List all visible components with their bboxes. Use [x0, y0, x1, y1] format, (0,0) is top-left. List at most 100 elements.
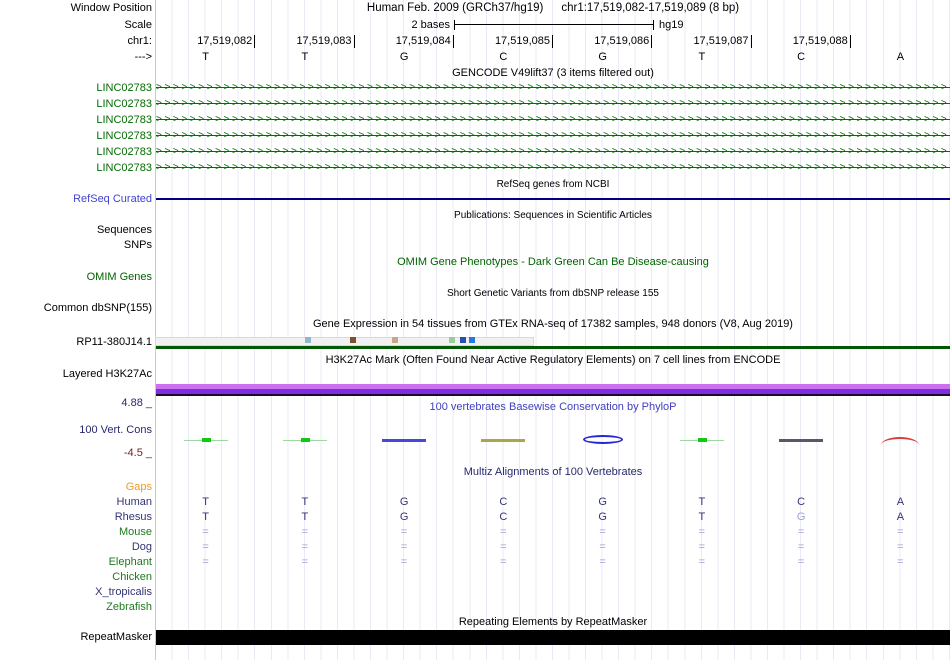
alignment-cell: = [797, 526, 805, 538]
species-label-dog[interactable]: Dog [131, 541, 152, 553]
gtex-track-title[interactable]: Gene Expression in 54 tissues from GTEx … [313, 318, 793, 330]
gene-transcript-arrows[interactable]: >>>>>>>>>>>>>>>>>>>>>>>>>>>>>>>>>>>>>>>>… [156, 131, 950, 141]
ruler-base: G [598, 51, 607, 63]
ruler-coordinate: 17,519,087 [693, 35, 752, 48]
conservation-mark-arc [881, 437, 920, 446]
window-position-header: Human Feb. 2009 (GRCh37/hg19) chr1:17,519… [156, 2, 950, 15]
gtex-tissue-tick [305, 337, 311, 343]
scale-bar [454, 20, 654, 30]
dbsnp-track-title[interactable]: Short Genetic Variants from dbSNP releas… [447, 288, 659, 299]
dbsnp-label[interactable]: Common dbSNP(155) [43, 302, 152, 314]
gene-label[interactable]: LINC02783 [96, 98, 152, 110]
ruler-coordinate: 17,519,086 [594, 35, 653, 48]
species-label-x_tropicalis[interactable]: X_tropicalis [95, 586, 152, 598]
strand-direction-label[interactable]: ---> [134, 51, 152, 63]
chrom-label: chr1: [127, 35, 152, 47]
gtex-tissue-tick [392, 337, 398, 343]
conservation-mark-dot [300, 438, 310, 442]
repeatmasker-track-title[interactable]: Repeating Elements by RepeatMasker [458, 616, 648, 628]
conservation-min-label: -4.5 _ [123, 447, 152, 459]
h3k27ac-layered-bar[interactable] [156, 384, 950, 396]
gene-transcript-arrows[interactable]: >>>>>>>>>>>>>>>>>>>>>>>>>>>>>>>>>>>>>>>>… [156, 147, 950, 157]
alignment-cell: = [599, 526, 606, 538]
ruler-base: T [202, 51, 209, 63]
refseq-curated-gene-line[interactable] [156, 198, 950, 200]
alignment-cell: T [698, 511, 706, 523]
alignment-cell: T [301, 496, 309, 508]
alignment-cell: = [400, 541, 408, 553]
gtex-gene-line[interactable] [156, 346, 950, 349]
alignment-cell: T [202, 511, 209, 523]
alignment-cell: A [896, 511, 905, 523]
species-label-human[interactable]: Human [116, 496, 152, 508]
omim-track-title[interactable]: OMIM Gene Phenotypes - Dark Green Can Be… [397, 256, 709, 268]
gene-label[interactable]: LINC02783 [96, 82, 152, 94]
conservation-mark-bar [779, 439, 824, 442]
repeatmasker-bar[interactable] [156, 630, 950, 645]
sequences-label[interactable]: Sequences [96, 224, 152, 236]
alignment-cell: G [796, 511, 806, 523]
conservation-label[interactable]: 100 Vert. Cons [79, 424, 152, 436]
alignment-cell: T [202, 496, 209, 508]
alignment-cell: = [301, 526, 309, 538]
gene-label[interactable]: LINC02783 [96, 146, 152, 158]
alignment-cell: = [897, 541, 904, 553]
alignment-cell: G [598, 496, 607, 508]
omim-genes-label[interactable]: OMIM Genes [86, 271, 152, 283]
conservation-mark-bar [382, 439, 427, 442]
assembly-title: Human Feb. 2009 (GRCh37/hg19) [366, 2, 544, 14]
h3k27ac-label[interactable]: Layered H3K27Ac [62, 368, 152, 380]
gtex-tissue-tick [460, 337, 466, 343]
conservation-mark-ellipse [582, 435, 623, 444]
refseq-track-title[interactable]: RefSeq genes from NCBI [496, 179, 610, 190]
multiz-track-title[interactable]: Multiz Alignments of 100 Vertebrates [463, 466, 643, 478]
window-position-label: Window Position [70, 2, 152, 14]
ruler-coordinate: 17,519,083 [296, 35, 355, 48]
conservation-track-title[interactable]: 100 vertebrates Basewise Conservation by… [429, 401, 677, 413]
conservation-mark-dot [697, 438, 707, 442]
scale-value: 2 bases [411, 19, 450, 31]
alignment-cell: = [301, 541, 309, 553]
scale-label: Scale [124, 19, 152, 31]
species-label-rhesus[interactable]: Rhesus [114, 511, 152, 523]
multiz-gaps-label[interactable]: Gaps [125, 481, 152, 493]
publications-track-title[interactable]: Publications: Sequences in Scientific Ar… [454, 210, 652, 221]
ruler-base: T [301, 51, 309, 63]
h3k27ac-track-title[interactable]: H3K27Ac Mark (Often Found Near Active Re… [325, 354, 781, 366]
alignment-cell: = [698, 541, 706, 553]
gene-label[interactable]: LINC02783 [96, 130, 152, 142]
alignment-cell: = [301, 556, 309, 568]
species-label-elephant[interactable]: Elephant [108, 556, 152, 568]
gene-label[interactable]: LINC02783 [96, 114, 152, 126]
base-position-gridlines [156, 0, 950, 660]
repeatmasker-label[interactable]: RepeatMasker [80, 631, 152, 643]
alignment-cell: = [202, 541, 209, 553]
alignment-cell: T [301, 511, 309, 523]
gene-transcript-arrows[interactable]: >>>>>>>>>>>>>>>>>>>>>>>>>>>>>>>>>>>>>>>>… [156, 115, 950, 125]
gtex-expression-bar[interactable] [155, 337, 534, 346]
gene-label[interactable]: LINC02783 [96, 162, 152, 174]
scale-assembly-label: hg19 [659, 19, 684, 31]
gencode-track-title[interactable]: GENCODE V49lift37 (3 items filtered out) [452, 67, 654, 79]
species-label-mouse[interactable]: Mouse [118, 526, 152, 538]
species-label-zebrafish[interactable]: Zebrafish [106, 601, 152, 613]
alignment-cell: = [599, 541, 606, 553]
alignment-cell: = [897, 526, 904, 538]
gene-transcript-arrows[interactable]: >>>>>>>>>>>>>>>>>>>>>>>>>>>>>>>>>>>>>>>>… [156, 163, 950, 173]
species-label-chicken[interactable]: Chicken [112, 571, 152, 583]
gtex-gene-label[interactable]: RP11-380J14.1 [76, 336, 152, 348]
gene-transcript-arrows[interactable]: >>>>>>>>>>>>>>>>>>>>>>>>>>>>>>>>>>>>>>>>… [156, 99, 950, 109]
ruler-coordinate: 17,519,088 [793, 35, 851, 48]
alignment-cell: G [598, 511, 607, 523]
conservation-max-label: 4.88 _ [121, 397, 152, 409]
snps-label[interactable]: SNPs [123, 239, 152, 251]
alignment-cell: G [399, 511, 409, 523]
alignment-cell: = [599, 556, 606, 568]
ruler-coordinate: 17,519,084 [396, 35, 454, 48]
position-title: chr1:17,519,082-17,519,089 (8 bp) [561, 2, 740, 14]
gtex-tissue-tick [449, 337, 455, 343]
gene-transcript-arrows[interactable]: >>>>>>>>>>>>>>>>>>>>>>>>>>>>>>>>>>>>>>>>… [156, 83, 950, 93]
refseq-curated-label[interactable]: RefSeq Curated [73, 193, 152, 205]
alignment-cell: C [797, 496, 806, 508]
alignment-cell: = [400, 526, 408, 538]
